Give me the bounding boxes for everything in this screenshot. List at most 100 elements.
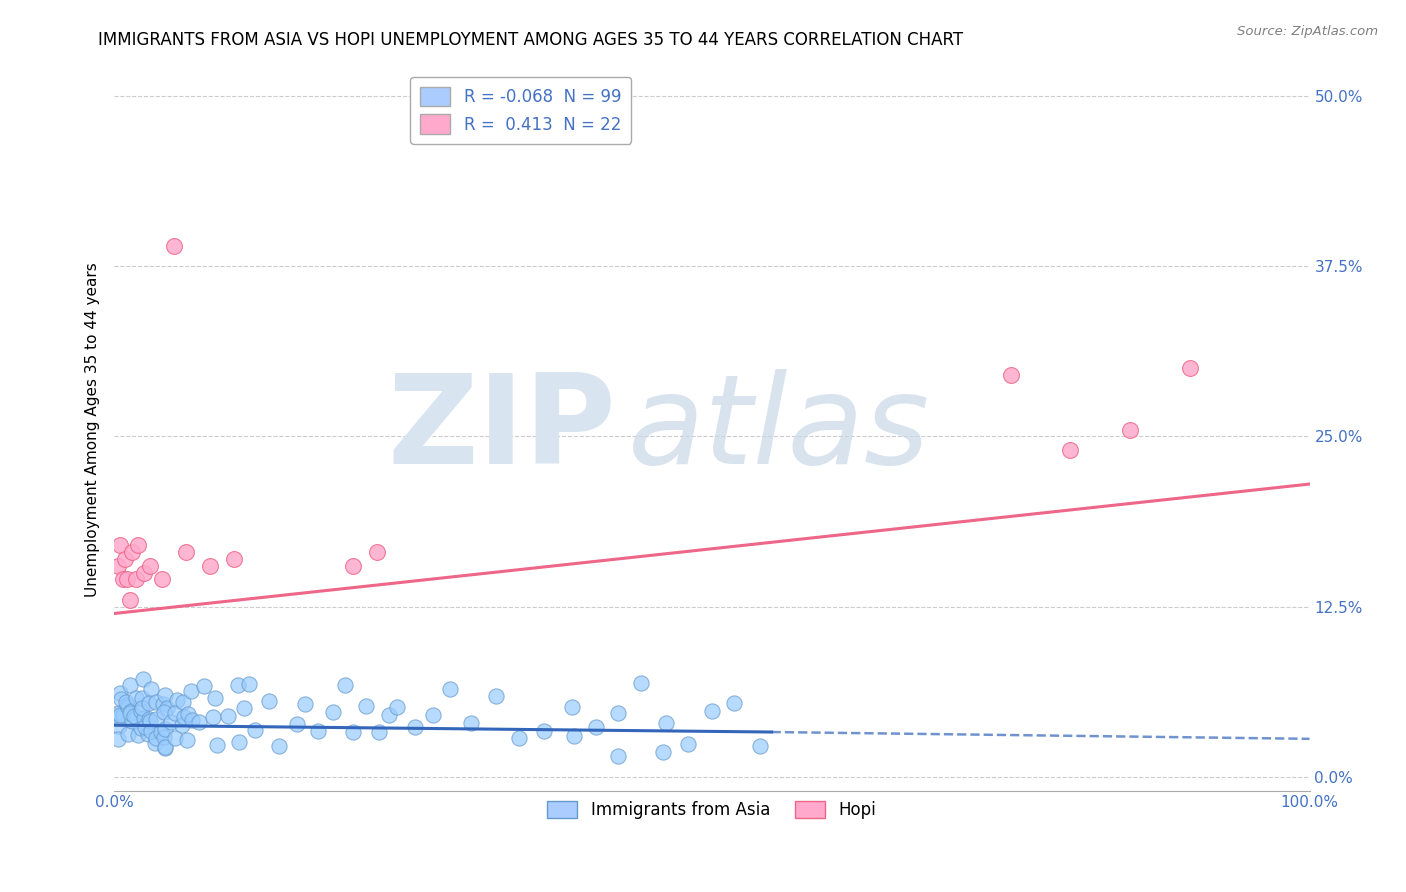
Point <box>150 573 173 587</box>
Point <box>150 724 173 739</box>
Point <box>138 712 160 726</box>
Point <box>132 672 155 686</box>
Point <box>630 676 652 690</box>
Point <box>121 545 143 559</box>
Point <box>114 552 136 566</box>
Point <box>723 697 745 711</box>
Point <box>143 736 166 750</box>
Point <box>176 733 198 747</box>
Point <box>222 552 245 566</box>
Point <box>342 558 364 573</box>
Point <box>1119 423 1142 437</box>
Point <box>115 695 138 709</box>
Point <box>166 693 188 707</box>
Point <box>153 706 176 720</box>
Point <box>585 720 607 734</box>
Point <box>132 710 155 724</box>
Point <box>226 678 249 692</box>
Legend: Immigrants from Asia, Hopi: Immigrants from Asia, Hopi <box>541 794 883 826</box>
Point <box>377 707 399 722</box>
Point <box>108 685 131 699</box>
Point <box>153 740 176 755</box>
Point <box>177 706 200 721</box>
Point <box>172 695 194 709</box>
Point <box>117 699 139 714</box>
Point <box>285 717 308 731</box>
Point <box>124 709 146 723</box>
Point <box>107 732 129 747</box>
Point <box>145 731 167 745</box>
Y-axis label: Unemployment Among Ages 35 to 44 years: Unemployment Among Ages 35 to 44 years <box>86 262 100 597</box>
Point <box>160 714 183 729</box>
Point <box>205 738 228 752</box>
Point <box>201 710 224 724</box>
Point <box>127 728 149 742</box>
Point <box>243 723 266 737</box>
Point <box>232 701 254 715</box>
Point <box>294 697 316 711</box>
Point <box>180 683 202 698</box>
Point <box>654 716 676 731</box>
Point <box>120 678 142 692</box>
Point <box>117 573 139 587</box>
Point <box>607 748 630 763</box>
Point <box>606 706 628 721</box>
Point <box>132 566 155 580</box>
Point <box>145 694 167 708</box>
Point <box>107 558 129 573</box>
Point <box>125 710 148 724</box>
Point <box>560 700 582 714</box>
Point <box>131 691 153 706</box>
Point <box>217 708 239 723</box>
Point <box>652 745 675 759</box>
Point <box>267 739 290 753</box>
Point <box>508 731 530 745</box>
Point <box>110 691 132 706</box>
Point <box>188 715 211 730</box>
Point <box>134 720 156 734</box>
Point <box>117 727 139 741</box>
Point <box>153 730 176 744</box>
Point <box>700 704 723 718</box>
Point <box>153 722 176 736</box>
Point <box>111 573 134 587</box>
Point <box>404 721 426 735</box>
Point <box>136 727 159 741</box>
Point <box>422 707 444 722</box>
Point <box>174 545 197 559</box>
Point <box>138 714 160 728</box>
Point <box>368 725 391 739</box>
Point <box>333 678 356 692</box>
Point <box>131 701 153 715</box>
Point <box>141 681 163 696</box>
Point <box>198 558 221 573</box>
Point <box>163 238 186 252</box>
Point <box>676 737 699 751</box>
Point <box>145 712 167 726</box>
Point <box>125 690 148 705</box>
Point <box>125 573 148 587</box>
Text: atlas: atlas <box>628 369 931 490</box>
Point <box>107 706 129 720</box>
Point <box>118 592 141 607</box>
Point <box>111 708 134 723</box>
Point <box>127 538 149 552</box>
Text: IMMIGRANTS FROM ASIA VS HOPI UNEMPLOYMENT AMONG AGES 35 TO 44 YEARS CORRELATION : IMMIGRANTS FROM ASIA VS HOPI UNEMPLOYMEN… <box>98 31 963 49</box>
Point <box>118 706 141 721</box>
Point <box>120 704 142 718</box>
Point <box>1178 361 1201 376</box>
Point <box>354 698 377 713</box>
Point <box>204 691 226 706</box>
Point <box>170 718 193 732</box>
Point <box>257 694 280 708</box>
Point <box>165 706 187 721</box>
Point <box>1000 368 1022 382</box>
Point <box>163 731 186 745</box>
Point <box>385 700 408 714</box>
Point <box>193 679 215 693</box>
Point <box>439 681 461 696</box>
Text: Source: ZipAtlas.com: Source: ZipAtlas.com <box>1237 25 1378 38</box>
Point <box>181 714 204 728</box>
Point <box>129 721 152 735</box>
Point <box>108 708 131 723</box>
